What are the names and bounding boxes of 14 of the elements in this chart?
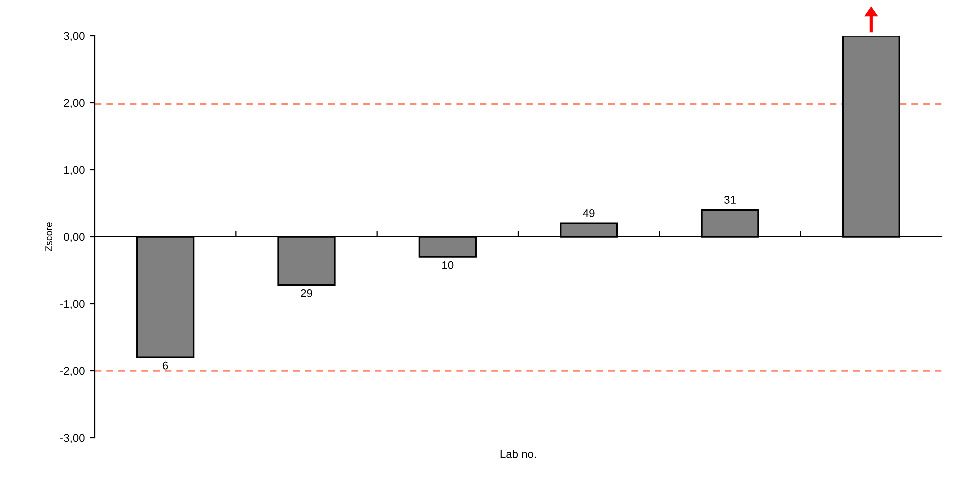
y-tick-label: -2,00: [60, 367, 85, 376]
y-tick-label: 2,00: [64, 99, 85, 108]
x-tick-label: 31: [724, 196, 736, 204]
x-tick-label: 49: [583, 210, 595, 218]
y-axis-title: Zscore: [46, 222, 52, 252]
y-tick-label: 3,00: [64, 32, 85, 42]
x-axis-title: Lab no.: [500, 450, 536, 458]
x-tick-label: 10: [442, 261, 454, 270]
y-tick-label: 0,00: [64, 233, 85, 242]
y-tick-label: 1,00: [64, 166, 85, 176]
x-tick-label: 6: [163, 362, 168, 370]
x-tick-label: 29: [301, 290, 312, 298]
y-tick-label: -3,00: [60, 434, 85, 444]
y-tick-label: -1,00: [60, 300, 85, 310]
